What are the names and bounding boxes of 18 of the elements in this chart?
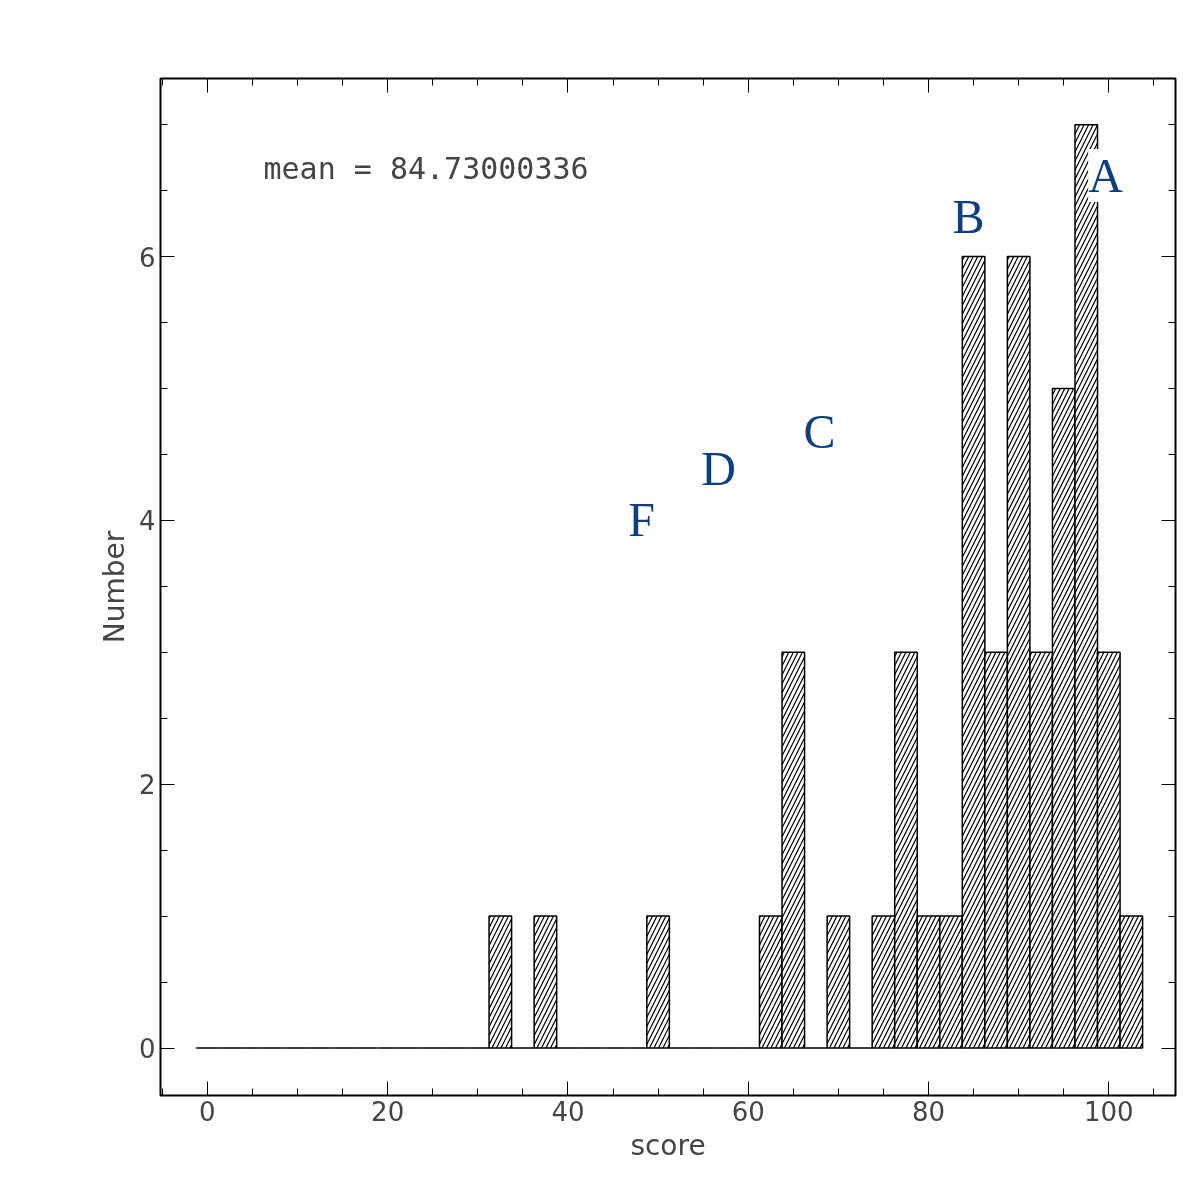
x-tick-label: 20	[371, 1096, 405, 1127]
y-tick-label: 6	[138, 242, 156, 273]
annotation: F	[628, 493, 655, 546]
y-tick-label: 0	[138, 1034, 156, 1065]
annotation: C	[803, 405, 836, 458]
annotation: mean = 84.73000336	[263, 151, 589, 186]
annotation: B	[952, 190, 985, 243]
x-tick-label: 100	[1083, 1096, 1134, 1127]
x-tick-label: 40	[551, 1096, 585, 1127]
x-axis-title: score	[630, 1128, 706, 1162]
y-tick-label: 2	[138, 770, 156, 801]
x-tick-label: 0	[199, 1096, 216, 1127]
annotation: A	[1088, 149, 1124, 202]
x-tick-label: 80	[911, 1096, 946, 1127]
y-axis-title: Number	[97, 530, 131, 644]
annotation: D	[701, 442, 736, 495]
x-tick-label: 60	[731, 1096, 765, 1127]
y-tick-label: 4	[138, 506, 156, 537]
